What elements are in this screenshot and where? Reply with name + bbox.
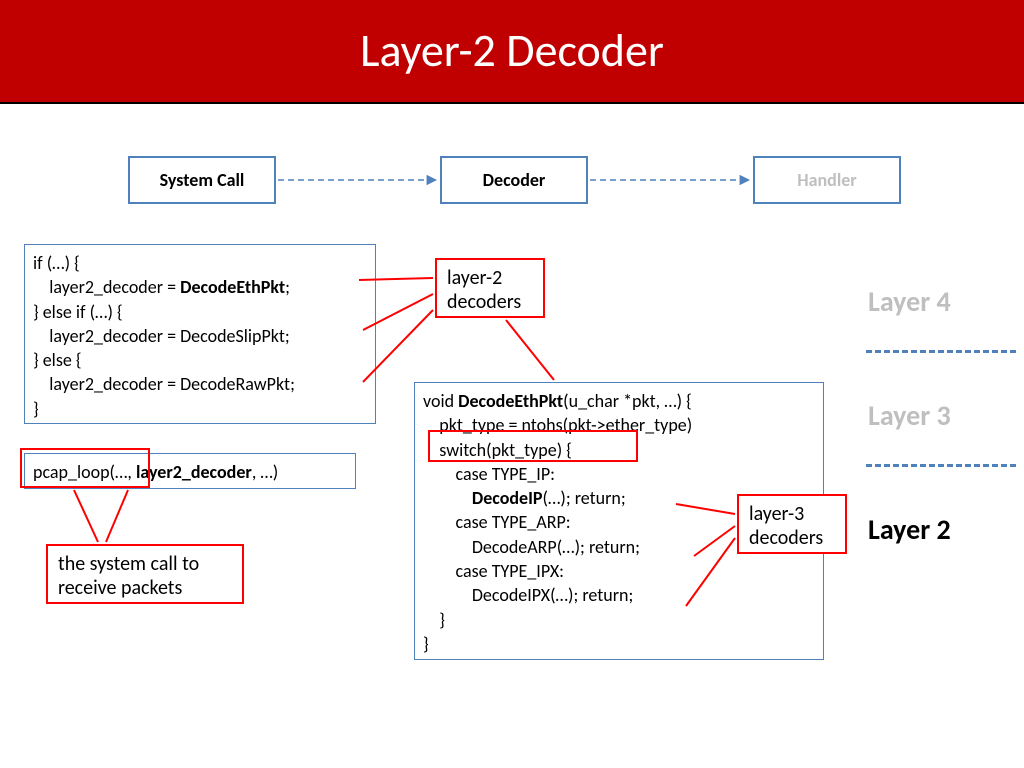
flow-label: System Call (160, 169, 245, 191)
flow-box-system-call: System Call (128, 156, 276, 204)
title-bar: Layer-2 Decoder (0, 0, 1024, 104)
callout-layer3-decoders: layer-3decoders (737, 494, 847, 554)
slide-title: Layer-2 Decoder (360, 23, 664, 79)
callout-syscall: the system call toreceive packets (46, 544, 244, 604)
label-layer4: Layer 4 (868, 284, 951, 319)
label-layer3: Layer 3 (868, 398, 951, 433)
flow-box-handler: Handler (753, 156, 901, 204)
highlight-pcap-loop (20, 448, 150, 488)
flow-label: Decoder (483, 169, 546, 191)
divider-l3-l2 (866, 464, 1016, 467)
highlight-switch (428, 430, 638, 462)
flow-box-decoder: Decoder (440, 156, 588, 204)
callout-layer2-decoders: layer-2decoders (435, 258, 545, 318)
code-box-if-else: if (…) { layer2_decoder = DecodeEthPkt;}… (24, 244, 376, 424)
divider-l4-l3 (866, 350, 1016, 353)
label-layer2: Layer 2 (868, 512, 951, 547)
flow-label: Handler (797, 169, 856, 191)
